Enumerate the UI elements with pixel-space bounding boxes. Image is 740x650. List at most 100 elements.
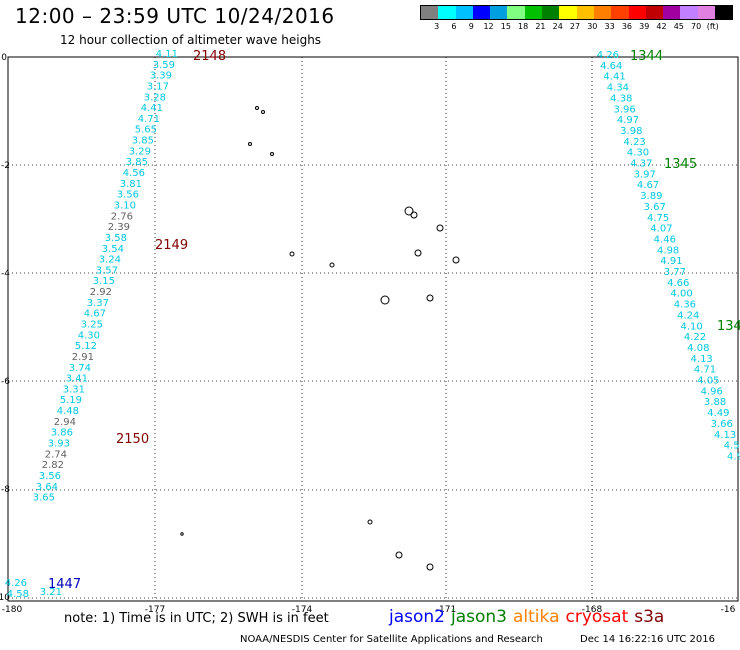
source-jason3: jason3 [451, 607, 507, 627]
swh-value-left: 3.39 [150, 71, 172, 82]
legend-label: 42 [656, 22, 667, 31]
y-tick-label: 0 [1, 53, 7, 63]
legend-swatch [645, 6, 664, 19]
swh-value-right: 4.41 [603, 72, 625, 83]
pass-time-label: 2148 [193, 49, 226, 64]
legend-swatch [697, 6, 716, 19]
swh-value-right: 3.98 [620, 126, 642, 137]
swh-value-left: 3.25 [81, 320, 103, 331]
swh-value-left: 3.54 [102, 244, 124, 255]
swh-value-right: 3.88 [704, 397, 726, 408]
island-outline [414, 249, 422, 257]
swh-value-left: 4.58 [7, 589, 29, 600]
swh-value-right: 4.10 [680, 321, 702, 332]
swh-value-left: 4.41 [141, 103, 163, 114]
legend-swatch [455, 6, 473, 19]
legend-label: 9 [468, 22, 474, 31]
swh-value-left: 4.48 [57, 406, 79, 417]
swh-value-left: 4.71 [138, 114, 160, 125]
swh-value-left: 3.37 [87, 298, 109, 309]
swh-value-left: 3.17 [147, 81, 169, 92]
swh-value-right: 4.00 [670, 289, 692, 300]
legend-swatch [663, 6, 681, 19]
island-outline [261, 110, 265, 114]
legend-swatch [472, 6, 491, 19]
x-tick-label: -180 [2, 605, 23, 615]
island-outline [410, 211, 418, 219]
swh-value-left: 3.10 [114, 200, 136, 211]
swh-value-right: 4.22 [684, 332, 706, 343]
swh-value-left: 3.86 [51, 428, 73, 439]
pass-time-label: 1447 [48, 577, 81, 592]
island-outline [426, 563, 434, 571]
swh-value-right: 4.71 [694, 365, 716, 376]
y-tick-label: -8 [1, 485, 10, 495]
satellite-legend: jason2 jason3 altika cryosat s3a [389, 607, 670, 627]
x-tick-label: -16 [721, 605, 736, 615]
pass-time-label: 1344 [630, 49, 663, 64]
swh-value-left: 3.64 [36, 482, 58, 493]
legend-label: 33 [604, 22, 615, 31]
y-tick-label: -2 [1, 161, 10, 171]
legend-label: 15 [500, 22, 511, 31]
legend-swatch [524, 6, 543, 19]
swh-value-right: 4.08 [687, 343, 709, 354]
swh-value-right: 4.13 [714, 430, 736, 441]
swh-value-left: 3.56 [39, 471, 61, 482]
legend-label: 21 [535, 22, 546, 31]
swh-value-left: 3.28 [144, 92, 166, 103]
swh-value-right: 3.89 [640, 191, 662, 202]
swh-value-right: 4.67 [637, 180, 659, 191]
swh-value-right: 3.97 [634, 169, 656, 180]
island-outline [380, 295, 390, 305]
swh-value-right: 4.64 [600, 61, 622, 72]
pass-time-label: 2150 [116, 432, 149, 447]
legend-label: 12 [483, 22, 494, 31]
swh-value-left: 4.11 [156, 49, 178, 60]
swh-value-left: 5.12 [75, 341, 97, 352]
swh-value-left: 3.59 [153, 60, 175, 71]
swh-value-right: 4.07 [650, 224, 672, 235]
legend-label: 18 [518, 22, 529, 31]
swh-value-right: 4.13 [691, 354, 713, 365]
legend-label: 36 [621, 22, 632, 31]
y-tick-label: -4 [1, 269, 10, 279]
legend-label: 39 [639, 22, 650, 31]
map-title: 12:00 – 23:59 UTC 10/24/2016 [15, 4, 335, 28]
island-outline [248, 142, 252, 146]
swh-value-left: 2.74 [45, 449, 67, 460]
swh-value-right: 4.98 [657, 245, 679, 256]
swh-value-left: 5.65 [135, 125, 157, 136]
source-altika: altika [513, 607, 560, 627]
swh-value-right: 4.30 [627, 148, 649, 159]
y-tick-label: -6 [1, 377, 10, 387]
y-tick-label: -10 [0, 593, 10, 603]
footnote: note: 1) Time is in UTC; 2) SWH is in fe… [64, 611, 329, 626]
source-s3a: s3a [634, 607, 665, 627]
swh-value-left: 2.92 [90, 287, 112, 298]
swh-value-left: 3.85 [132, 136, 154, 147]
legend-swatch [715, 6, 733, 19]
swh-value-right: 3.67 [644, 202, 666, 213]
swh-value-left: 2.39 [108, 222, 130, 233]
island-outline [426, 294, 434, 302]
legend-swatch [490, 6, 508, 19]
swh-value-left: 3.57 [96, 265, 118, 276]
swh-value-right: 4.38 [610, 93, 632, 104]
swh-value-right: 4.34 [607, 83, 629, 94]
x-tick-label: -171 [436, 605, 456, 615]
legend-swatch [576, 6, 594, 19]
legend-swatch [680, 6, 698, 19]
legend-swatches [420, 5, 734, 20]
swh-value-right: 4.23 [624, 137, 646, 148]
legend-swatch [593, 6, 612, 19]
legend-label: 30 [587, 22, 598, 31]
island-outline [180, 532, 184, 536]
swh-value-right: 4.97 [617, 115, 639, 126]
swh-value-left: 3.93 [48, 439, 70, 450]
swh-value-left: 4.67 [84, 309, 106, 320]
legend-labels: 3 6 9 12 15 18 21 24 27 30 33 36 39 42 45 70 (ft) [420, 22, 733, 31]
legend-label: 45 [673, 22, 684, 31]
swh-value-right: 4.75 [647, 213, 669, 224]
